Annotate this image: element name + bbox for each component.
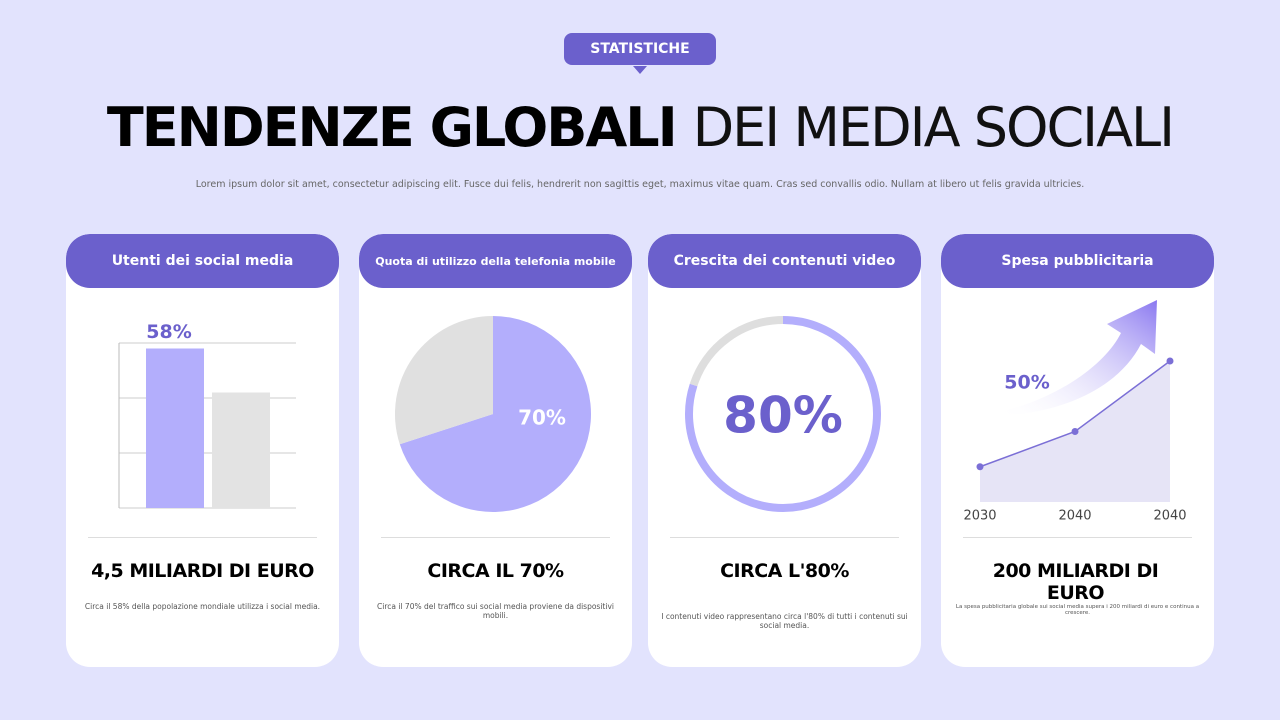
badge: STATISTICHE	[564, 33, 716, 74]
headline: 4,5 MILIARDI DI EURO	[91, 560, 314, 582]
card: Crescita dei contenuti video 80% CIRCA L'8…	[648, 234, 921, 667]
description: Circa il 58% della popolazione mondiale …	[84, 602, 321, 611]
value-label: 70%	[518, 406, 566, 430]
divider	[963, 537, 1192, 538]
divider	[88, 537, 317, 538]
title: TENDENZE GLOBALI DEI MEDIA SOCIALI	[0, 96, 1280, 159]
point	[1071, 428, 1079, 435]
headline: CIRCA L'80%	[720, 560, 849, 582]
card-title: Spesa pubblicitaria	[941, 234, 1214, 288]
card-title: Utenti dei social media	[66, 234, 339, 288]
card: Utenti dei social media 58% 4,5 MILIARDI D…	[66, 234, 339, 667]
description: La spesa pubblicitaria globale sui socia…	[955, 604, 1200, 616]
donut-arc	[685, 316, 881, 512]
bar	[146, 348, 204, 508]
subtitle: Lorem ipsum dolor sit amet, consectetur …	[195, 179, 1085, 190]
headline: CIRCA IL 70%	[427, 560, 564, 582]
title-bold: TENDENZE GLOBALI	[106, 96, 678, 159]
chart: 2030 2040 2040 50%	[963, 300, 1187, 524]
chart: 70%	[395, 316, 591, 512]
annotation: 50%	[1004, 372, 1049, 394]
x-tick-label: 2040	[1058, 509, 1091, 524]
chart: 80%	[685, 316, 881, 512]
chart: 58%	[118, 321, 296, 509]
card-title: Crescita dei contenuti video	[648, 234, 921, 288]
point	[1166, 357, 1174, 365]
pie-slice	[395, 316, 493, 445]
description: I contenuti video rappresentano circa l'…	[661, 612, 908, 630]
divider	[381, 537, 610, 538]
divider	[670, 537, 899, 538]
headline: 200 MILIARDI DI EURO	[992, 560, 1159, 604]
center-label: 80%	[723, 387, 843, 445]
card: Quota di utilizzo della telefonia mobile…	[359, 234, 632, 667]
arrow	[996, 300, 1157, 416]
card-title: Quota di utilizzo della telefonia mobile	[359, 234, 632, 288]
title-light: DEI MEDIA SOCIALI	[692, 96, 1175, 159]
point	[976, 463, 984, 471]
bar	[212, 392, 270, 508]
value-label: 58%	[146, 321, 191, 343]
description: Circa il 70% del traffico sui social med…	[377, 602, 614, 620]
pie-slice	[399, 316, 591, 512]
donut-arc	[689, 316, 784, 387]
x-tick-label: 2030	[963, 509, 996, 524]
x-tick-label: 2040	[1153, 509, 1186, 524]
card: Spesa pubblicitaria 2030 2040 2040 50% 200 MI…	[941, 234, 1214, 667]
